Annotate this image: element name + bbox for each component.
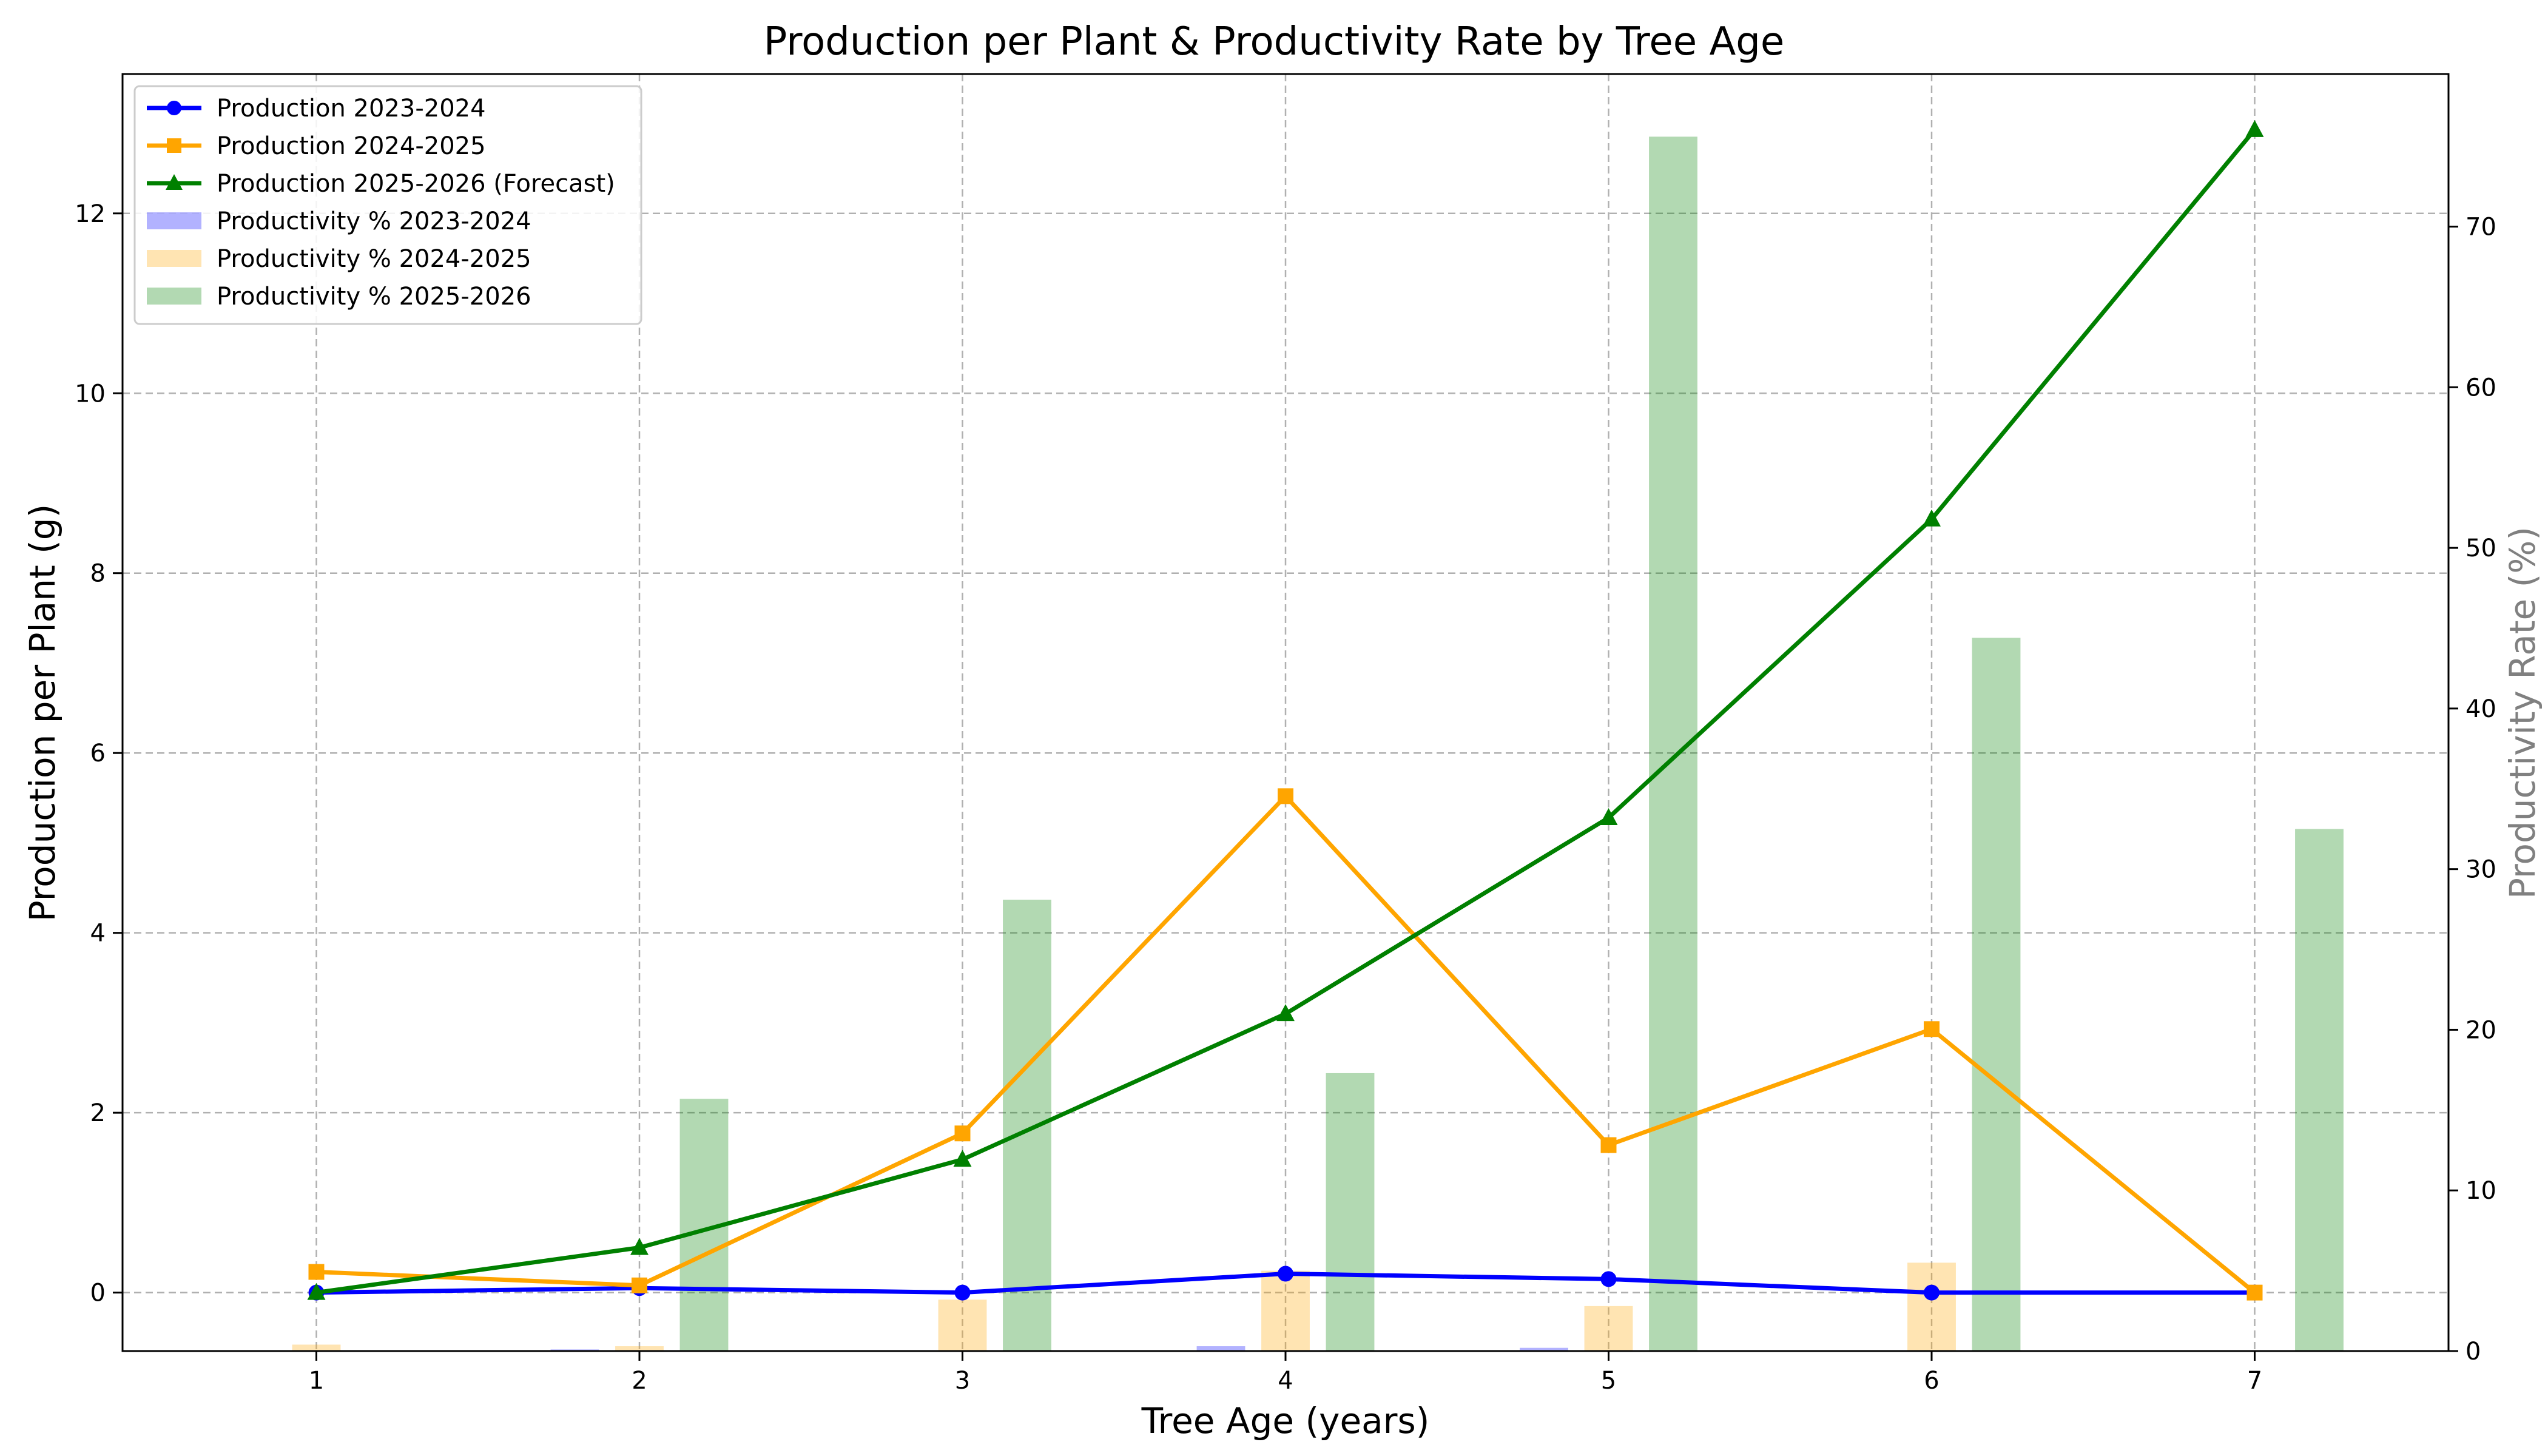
y-tick-label-right: 40 (2465, 695, 2496, 723)
series-1-point (1278, 1266, 1293, 1282)
bar-2 (615, 1346, 664, 1351)
bar-1 (1196, 1346, 1245, 1351)
legend-label: Productivity % 2025-2026 (217, 283, 531, 311)
series-3-point (630, 1238, 649, 1255)
series-3-point (1923, 509, 1941, 527)
legend-label: Productivity % 2024-2025 (217, 245, 531, 273)
x-tick-label: 6 (1924, 1367, 1939, 1395)
lines (307, 120, 2264, 1301)
y-tick-label-right: 50 (2465, 534, 2496, 562)
y-tick-label-left: 8 (90, 560, 106, 588)
series-1-point (1924, 1284, 1940, 1301)
series-1-point (1600, 1271, 1617, 1287)
bar-2 (292, 1344, 341, 1351)
y-axis-label-right: Productivity Rate (%) (2502, 527, 2543, 899)
x-tick-label: 5 (1601, 1367, 1616, 1395)
y-tick-label-right: 0 (2465, 1338, 2481, 1366)
x-axis: 1 2 3 4 5 6 7 (309, 1351, 2262, 1395)
legend-bar-swatch (147, 212, 201, 229)
y-tick-label-left: 12 (75, 200, 106, 228)
legend-label: Production 2023-2024 (217, 95, 486, 123)
bars (292, 136, 2344, 1351)
series-3-point (2245, 120, 2264, 137)
y-tick-label-left: 2 (90, 1099, 106, 1127)
series-3-point (307, 1282, 326, 1300)
legend-marker (166, 174, 183, 190)
bar-1 (1520, 1347, 1568, 1351)
y-tick-label-right: 70 (2465, 214, 2496, 241)
legend-bar-swatch (147, 288, 201, 305)
bar-3 (1972, 638, 2021, 1351)
series-2-point (2246, 1284, 2263, 1301)
x-tick-label: 2 (632, 1367, 647, 1395)
x-tick-label: 3 (955, 1367, 970, 1395)
bar-2 (938, 1299, 987, 1351)
series-2-point (632, 1277, 647, 1293)
series-2-point (1278, 788, 1293, 804)
y-tick-label-left: 6 (90, 740, 106, 767)
bar-2 (1907, 1262, 1956, 1351)
x-axis-label: Tree Age (years) (1141, 1400, 1430, 1441)
y-tick-label-right: 20 (2465, 1016, 2496, 1044)
x-tick-label: 4 (1278, 1367, 1293, 1395)
legend: Production 2023-2024 Production 2024-2025… (133, 85, 642, 325)
x-tick-label: 7 (2247, 1367, 2262, 1395)
legend-marker (167, 138, 181, 153)
series-3-point (1599, 807, 1618, 825)
y-axis-right: 0 10 20 30 40 50 60 70 (2449, 214, 2496, 1366)
y-axis-label-left: Production per Plant (g) (22, 504, 63, 922)
legend-label: Production 2025-2026 (Forecast) (217, 170, 615, 198)
legend-marker (167, 101, 181, 115)
legend-label: Productivity % 2023-2024 (217, 207, 531, 235)
y-tick-label-right: 30 (2465, 856, 2496, 884)
y-tick-label-right: 10 (2465, 1177, 2496, 1205)
series-2-point (308, 1264, 325, 1280)
legend-box (133, 85, 642, 325)
bar-3 (1326, 1073, 1375, 1351)
chart-title: Production per Plant & Productivity Rate… (764, 19, 1785, 64)
y-tick-label-left: 4 (90, 920, 106, 948)
x-tick-label: 1 (309, 1367, 324, 1395)
series-3-point (953, 1150, 972, 1167)
series-3-point (1276, 1004, 1295, 1022)
y-tick-label-left: 0 (90, 1279, 106, 1307)
bar-2 (1584, 1306, 1633, 1351)
series-1-point (954, 1284, 971, 1301)
bar-3 (1003, 899, 1051, 1351)
series-2-point (1924, 1021, 1940, 1037)
series-2-point (1600, 1137, 1617, 1153)
y-tick-label-left: 10 (75, 380, 106, 408)
series-2-point (954, 1125, 971, 1142)
y-tick-label-right: 60 (2465, 374, 2496, 402)
y-axis-left: 0 2 4 6 8 10 12 (75, 200, 123, 1307)
legend-bar-swatch (147, 250, 201, 267)
legend-label: Production 2024-2025 (217, 132, 486, 160)
bar-2 (1261, 1270, 1310, 1351)
bar-3 (2295, 829, 2344, 1351)
